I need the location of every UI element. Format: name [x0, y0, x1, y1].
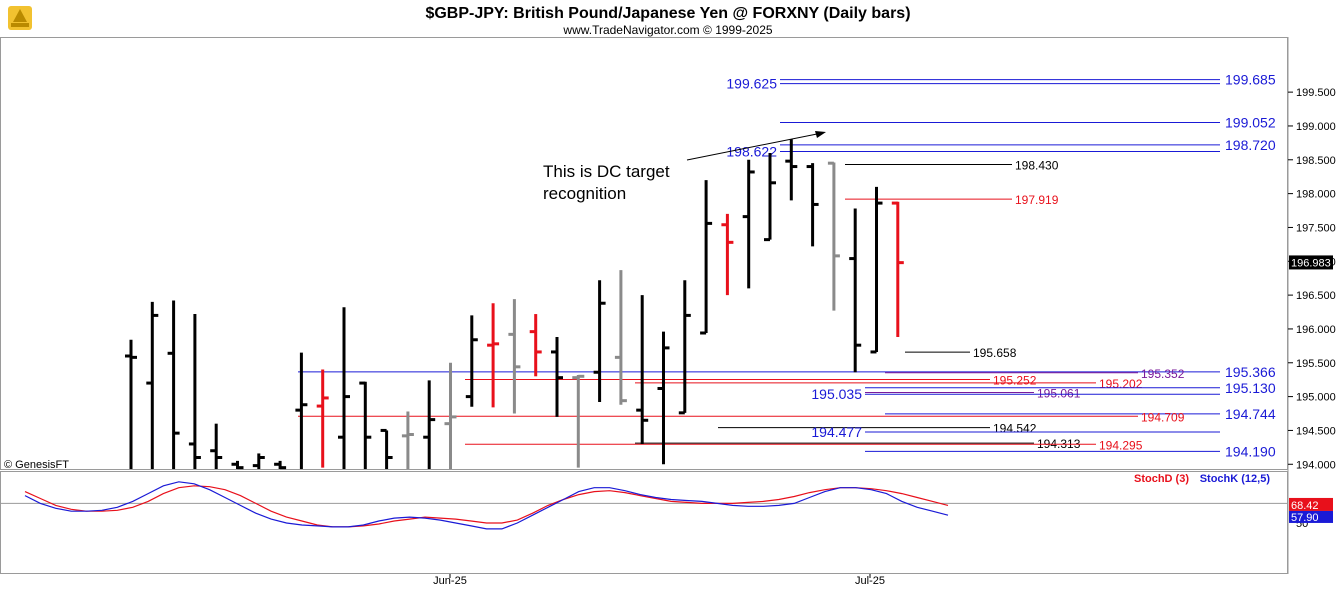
ohlc-bar	[785, 139, 798, 201]
ohlc-bar	[742, 159, 755, 289]
y-tick-label: 198.500	[1296, 155, 1336, 167]
level-label: 195.130	[1225, 380, 1276, 396]
y-tick-label: 199.500	[1296, 87, 1336, 99]
ohlc-bar	[849, 208, 862, 373]
ohlc-bar	[572, 374, 585, 468]
x-axis: Jun-25 Jul-25	[433, 574, 885, 587]
y-tick-label: 199.000	[1296, 121, 1336, 133]
last-price-label: 196.983	[1291, 257, 1331, 269]
ohlc-bar	[827, 161, 840, 311]
annotation-arrowhead	[815, 131, 826, 138]
y-tick-label: 197.500	[1296, 222, 1336, 234]
level-label: 199.625	[726, 76, 777, 92]
annotation-line-2: recognition	[543, 184, 626, 203]
ohlc-bar	[359, 381, 372, 469]
ohlc-bar	[465, 315, 478, 407]
level-label: 194.744	[1225, 406, 1276, 422]
level-label: 198.622	[726, 144, 777, 160]
level-label: 195.658	[973, 346, 1017, 360]
ohlc-bar	[167, 300, 180, 469]
x-tick-label: Jul-25	[855, 575, 885, 587]
ohlc-bar	[636, 295, 649, 444]
level-label: 199.052	[1225, 114, 1276, 130]
ohlc-bar	[316, 369, 329, 468]
level-label: 199.685	[1225, 72, 1276, 88]
last-price-box	[1289, 255, 1333, 270]
level-label: 194.190	[1225, 443, 1276, 459]
y-tick-label: 194.000	[1296, 459, 1336, 471]
level-label: 198.720	[1225, 137, 1276, 153]
chart-title: $GBP-JPY: British Pound/Japanese Yen @ F…	[425, 5, 910, 22]
ohlc-bar	[678, 280, 691, 415]
x-tick-label: Jun-25	[433, 575, 467, 587]
level-label: 195.035	[811, 386, 862, 402]
y-tick-label: 194.500	[1296, 425, 1336, 437]
legend-stoch-d: StochD (3)	[1134, 473, 1189, 485]
level-label: 195.061	[1037, 386, 1081, 400]
ohlc-bar	[295, 352, 308, 469]
level-label: 194.709	[1141, 410, 1185, 424]
level-label: 198.430	[1015, 159, 1059, 173]
ohlc-bar	[487, 303, 500, 408]
ohlc-bar	[380, 428, 393, 469]
annotation-line-1: This is DC target	[543, 162, 670, 181]
price-levels: 199.685 199.625 199.052 198.720 198.622 198.4…	[298, 72, 1276, 459]
logo-icon	[8, 6, 32, 30]
level-label: 197.919	[1015, 193, 1059, 207]
y-tick-label: 196.500	[1296, 290, 1336, 302]
ohlc-bar	[614, 270, 627, 405]
copyright-label: © GenesisFT	[4, 459, 69, 471]
level-label: 195.366	[1225, 364, 1276, 380]
level-label: 194.477	[811, 424, 862, 440]
ohlc-bar	[891, 201, 904, 338]
level-label: 195.352	[1141, 367, 1185, 381]
ohlc-bar	[188, 314, 201, 469]
legend-stoch-k: StochK (12,5)	[1200, 473, 1271, 485]
y-tick-label: 196.000	[1296, 324, 1336, 336]
stoch-d-value-label: 68.42	[1291, 500, 1319, 512]
ohlc-bar	[146, 301, 159, 469]
level-label: 194.542	[993, 422, 1037, 436]
annotation-arrow	[686, 132, 823, 161]
stoch-k-value-box	[1289, 510, 1333, 523]
ohlc-bar	[806, 163, 819, 247]
ohlc-bar	[721, 213, 734, 296]
level-label: 195.202	[1099, 377, 1143, 391]
ohlc-bar	[252, 453, 265, 469]
level-label: 194.295	[1099, 438, 1143, 452]
ohlc-bar	[423, 380, 436, 469]
chart-subtitle: www.TradeNavigator.com © 1999-2025	[562, 23, 772, 37]
stoch-d-value-box	[1289, 497, 1333, 511]
y-tick-label: 195.000	[1296, 392, 1336, 404]
ohlc-bar	[338, 307, 350, 469]
ohlc-bar	[870, 186, 883, 354]
ohlc-bar	[700, 180, 713, 335]
stoch-k-line	[24, 481, 949, 530]
y-axis: 199.500199.000198.500198.000197.500197.0…	[1288, 87, 1336, 471]
stoch-k-value-label: 57.90	[1291, 512, 1319, 524]
ohlc-bar	[551, 337, 563, 417]
ohlc-bar	[593, 280, 606, 403]
ohlc-bar	[210, 423, 223, 469]
stoch-d-line	[24, 485, 949, 528]
y-tick-label: 195.500	[1296, 358, 1336, 370]
ohlc-bars	[125, 139, 904, 470]
ohlc-bar	[231, 460, 244, 470]
ohlc-bar	[529, 314, 542, 377]
ohlc-bar	[508, 299, 521, 414]
ohlc-bar	[274, 460, 287, 470]
y-tick-label: 198.000	[1296, 189, 1336, 201]
level-label: 195.252	[993, 374, 1037, 388]
stoch-panel	[0, 471, 1288, 574]
ohlc-bar	[764, 153, 776, 242]
ohlc-bar	[444, 362, 457, 469]
ohlc-bar	[657, 331, 670, 465]
ohlc-bar	[125, 339, 137, 469]
ohlc-bar	[401, 411, 414, 469]
